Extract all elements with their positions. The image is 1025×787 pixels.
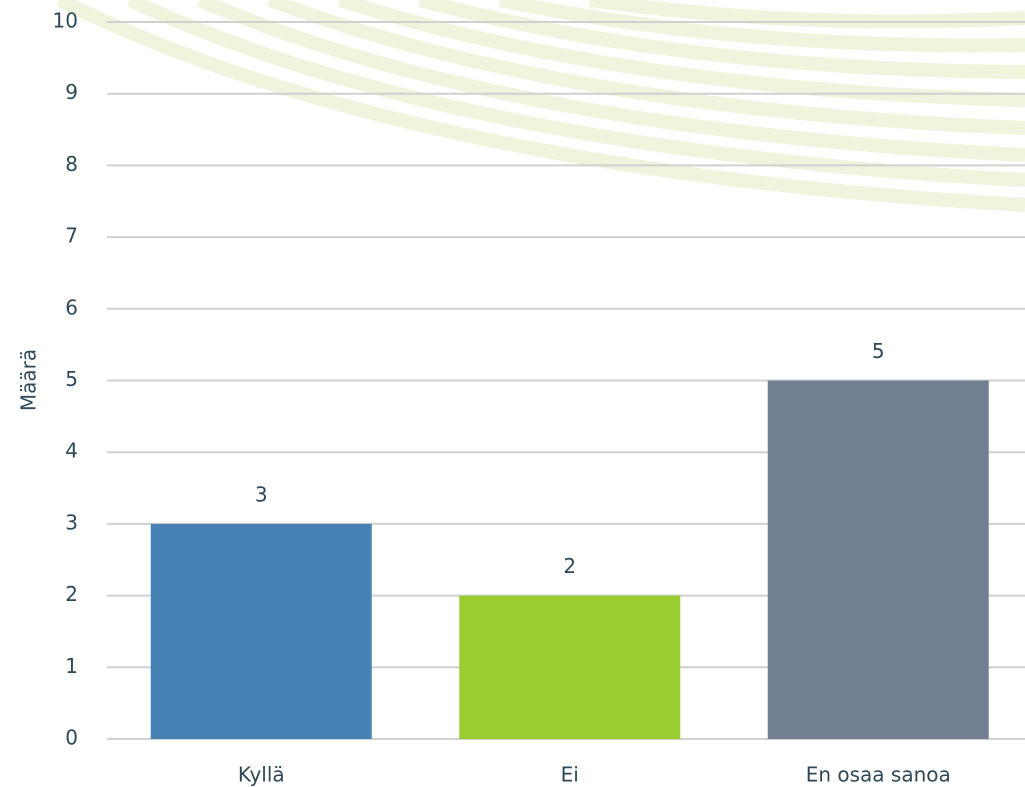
y-tick-label: 8 xyxy=(65,152,78,176)
y-tick-label: 0 xyxy=(65,726,78,750)
y-tick-label: 7 xyxy=(65,224,78,248)
bar xyxy=(767,380,989,739)
y-tick-label: 2 xyxy=(65,582,78,606)
y-tick-label: 3 xyxy=(65,510,78,534)
bar xyxy=(150,523,372,739)
y-tick-label: 9 xyxy=(65,80,78,104)
x-tick-label: Ei xyxy=(561,763,579,787)
y-tick-label: 1 xyxy=(65,654,78,678)
data-label: 5 xyxy=(872,339,885,363)
y-tick-label: 4 xyxy=(65,439,78,463)
y-axis-label: Määrä xyxy=(17,349,41,411)
background-decoration xyxy=(56,0,1025,212)
y-tick-label: 6 xyxy=(65,295,78,319)
data-label: 2 xyxy=(563,554,576,578)
data-label: 3 xyxy=(255,482,268,506)
x-tick-label: En osaa sanoa xyxy=(806,763,951,787)
y-tick-label: 10 xyxy=(53,9,78,33)
y-tick-label: 5 xyxy=(65,367,78,391)
x-tick-label: Kyllä xyxy=(238,763,285,787)
bar xyxy=(459,595,681,739)
